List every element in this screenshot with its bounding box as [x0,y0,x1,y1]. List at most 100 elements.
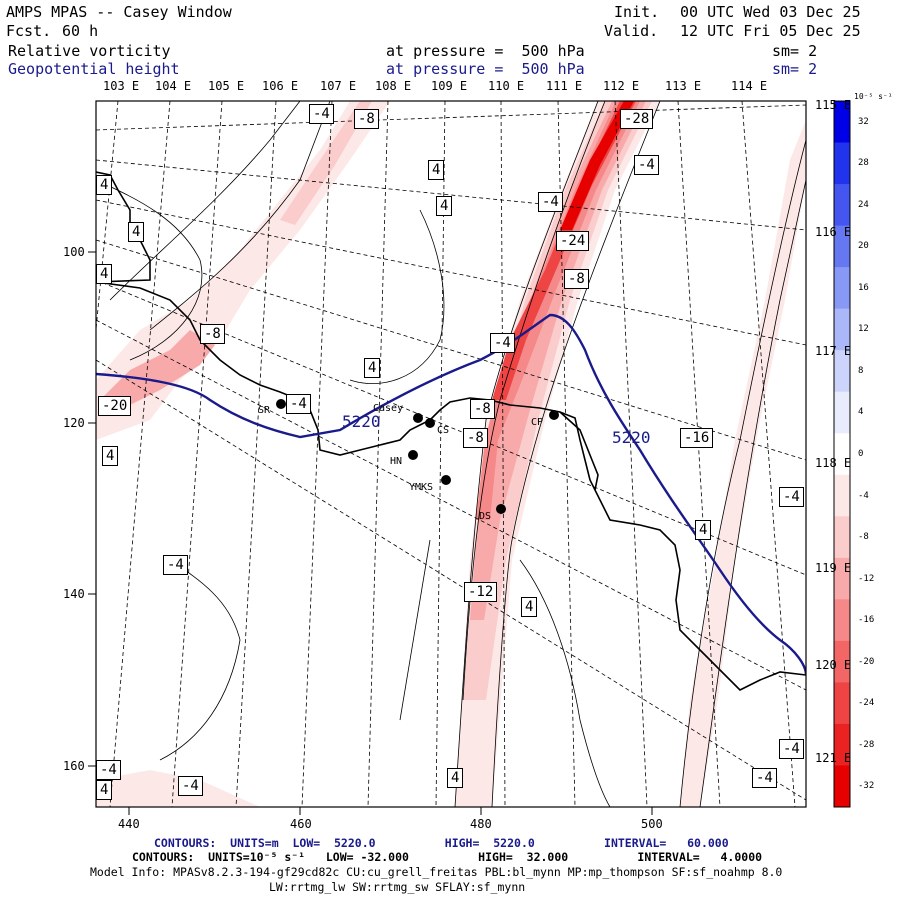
lon-label: 103 E [103,79,140,93]
contour-value-label: 4 [102,446,119,466]
contour-value-label: -4 [178,776,203,796]
lon-label-right: 117 E [815,344,852,358]
colorbar-level-label: 12 [858,324,869,335]
station-marker-cp [549,410,559,420]
footer-model-info-2: LW:rrtmg_lw SW:rrtmg_sw SFLAY:sf_mynn [269,880,526,894]
valid-time: 12 UTC Fri 05 Dec 25 [680,22,861,40]
contour-value-label: 4 [447,768,464,788]
colorbar-level-label: 4 [858,407,864,418]
colorbar-level-label: -4 [858,490,869,501]
colorbar-level-label: -20 [858,656,875,667]
init-time: 00 UTC Wed 03 Dec 25 [680,3,861,21]
field1-sm: sm= 2 [772,42,818,60]
vorticity-shading [96,101,806,807]
height-label: 5220 [612,428,651,447]
field2-sm: sm= 2 [772,60,818,78]
station-label-casey: Casey [373,403,404,414]
vorticity-band-strong [476,101,640,520]
colorbar-level-label: 0 [858,449,864,459]
contour-value-label: -8 [200,324,225,344]
station-marker-sr [276,399,286,409]
y-tick-label: 140 [63,587,85,601]
contour-value-label: -4 [779,487,804,507]
colorbar [834,101,850,808]
y-tick-label: 160 [63,759,85,773]
footer-height-contours: CONTOURS: UNITS=m LOW= 5220.0 HIGH= 5220… [154,836,729,850]
contour-value-label: 4 [436,196,453,216]
contour-value-label: -8 [463,428,488,448]
vorticity-band-moderate [470,101,646,620]
contour-value-label: -28 [620,109,654,129]
station-label-ds: DS [479,511,492,522]
contour-value-label: -4 [779,739,804,759]
colorbar-swatch [834,599,850,642]
station-markers [276,399,559,514]
contour-value-label: -4 [286,394,311,414]
colorbar-level-label: 20 [858,241,869,252]
colorbar-level-label: 24 [858,199,869,210]
station-marker-casey [413,413,423,423]
colorbar-frame [833,100,851,808]
contour-value-label: 4 [96,780,113,800]
vorticity-nw-core [280,101,372,225]
station-label-sr: SR [258,405,271,416]
x-tick-label: 500 [641,817,663,831]
colorbar-swatch [834,682,850,725]
contour-value-label: -20 [98,396,132,416]
fcst-hours: 60 h [62,22,99,40]
contour-value-label: -12 [464,582,498,602]
y-tick-label: 100 [63,245,85,259]
init-label: Init. [614,3,660,21]
colorbar-level-label: 8 [858,365,864,376]
contour-value-label: 4 [521,597,538,617]
map-plot-area [96,101,806,807]
colorbar-swatch [834,723,850,766]
station-label-cp: CP [531,417,544,428]
contour-value-label: -8 [470,399,495,419]
colorbar-swatch [834,101,850,144]
contour-value-label: -4 [163,555,188,575]
colorbar-level-label: 28 [858,158,869,169]
x-tick-label: 480 [470,817,492,831]
colorbar-level-label: -24 [858,698,875,709]
lon-label: 108 E [375,79,412,93]
lon-label-right: 119 E [815,561,852,575]
colorbar-units: 10⁻⁵ s⁻¹ [854,92,893,101]
colorbar-level-label: -16 [858,615,875,626]
contour-value-label: -4 [752,768,777,788]
contour-value-label: -4 [634,155,659,175]
colorbar-swatch [834,640,850,683]
contour-value-label: -4 [538,192,563,212]
model-title: AMPS MPAS -- Casey Window [6,3,232,21]
contour-value-label: -8 [354,109,379,129]
colorbar-swatch [834,267,850,310]
station-label-hn: HN [390,456,403,467]
lon-label: 113 E [665,79,702,93]
vorticity-east-band [680,120,806,807]
station-marker-cs [425,418,435,428]
contour-value-label: 4 [128,222,145,242]
colorbar-swatch [834,516,850,559]
contour-value-label: 4 [695,520,712,540]
colorbar-level-label: -32 [858,781,875,792]
contour-value-label: 4 [96,175,113,195]
lon-label: 112 E [603,79,640,93]
contour-value-label: -4 [490,333,515,353]
colorbar-swatch [834,391,850,434]
vorticity-west-patch [100,330,215,410]
x-tick-label: 440 [118,817,140,831]
lon-label: 110 E [488,79,525,93]
field2-level: at pressure = 500 hPa [386,60,585,78]
vorticity-band-light [455,101,660,807]
lon-label: 107 E [320,79,357,93]
lon-label: 106 E [262,79,299,93]
vorticity-core [560,101,634,230]
lon-label: 111 E [546,79,583,93]
lon-label: 114 E [731,79,768,93]
lon-label-right: 116 E [815,225,852,239]
colorbar-level-label: -8 [858,532,869,543]
geopotential-height-5220-contour [96,313,806,676]
y-tick-label: 120 [63,416,85,430]
colorbar-swatch [834,433,850,476]
